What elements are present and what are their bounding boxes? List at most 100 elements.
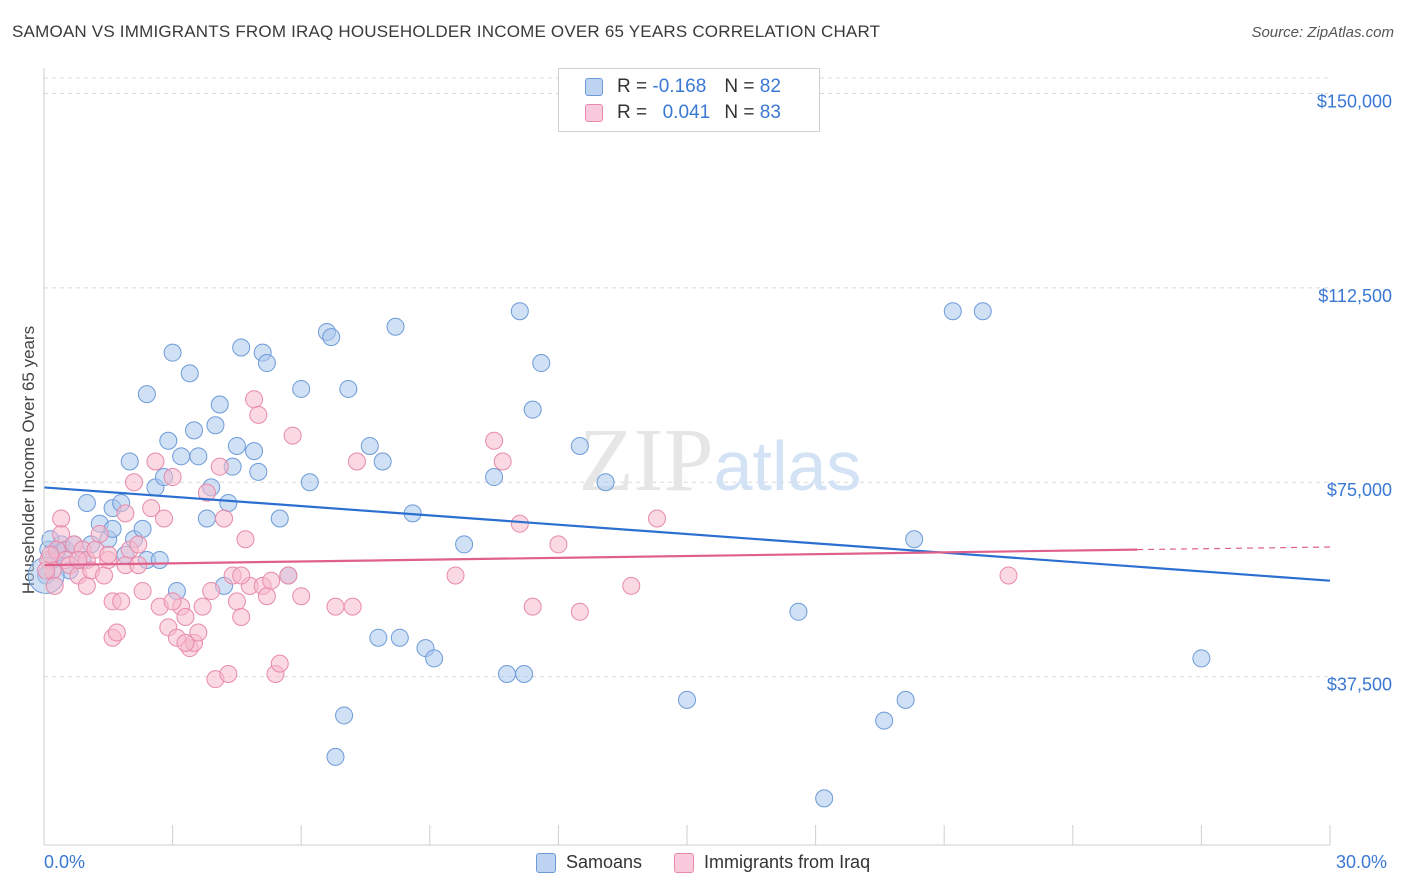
samoans-point	[485, 468, 504, 487]
samoans-point	[150, 550, 169, 569]
samoans-point	[523, 400, 542, 419]
samoans-point	[973, 302, 992, 321]
y-tick-label: $75,000	[1327, 480, 1392, 500]
iraq-point	[202, 582, 221, 601]
source-credit: Source: ZipAtlas.com	[1251, 24, 1394, 41]
samoans-point	[678, 690, 696, 709]
samoans-point	[270, 509, 289, 528]
samoans-point	[369, 628, 388, 647]
samoans-point	[137, 385, 156, 404]
iraq-point	[279, 566, 298, 585]
legend-swatch-blue	[585, 78, 603, 96]
samoans-point	[163, 343, 182, 362]
samoans-point	[326, 747, 345, 766]
iraq-point	[232, 607, 251, 626]
samoans-point	[815, 789, 834, 808]
series-legend: Samoans Immigrants from Iraq	[536, 852, 902, 873]
gridlines	[44, 77, 1330, 678]
iraq-point	[283, 426, 302, 445]
samoans-point	[360, 436, 379, 455]
samoans-point	[532, 354, 551, 373]
series-name-iraq: Immigrants from Iraq	[704, 852, 871, 872]
iraq-point	[129, 535, 148, 554]
samoans-point	[257, 354, 276, 373]
iraq-point	[227, 592, 246, 611]
legend-n-label: N =	[724, 76, 755, 97]
iraq-point	[52, 509, 71, 528]
iraq-point	[176, 633, 195, 652]
legend-swatch-pink	[585, 104, 603, 122]
iraq-point	[163, 468, 182, 487]
iraq-point	[549, 535, 568, 554]
iraq-point	[95, 566, 114, 585]
iraq-point	[69, 550, 88, 569]
iraq-point	[249, 405, 268, 424]
iraq-point	[45, 576, 64, 595]
samoans-point	[227, 436, 246, 455]
iraq-point	[523, 597, 542, 616]
samoans-point	[249, 462, 268, 481]
samoans-point	[133, 519, 152, 538]
chart-title: SAMOAN VS IMMIGRANTS FROM IRAQ HOUSEHOLD…	[12, 22, 881, 41]
series-swatch-pink	[674, 852, 695, 873]
samoans-point	[510, 302, 529, 321]
y-tick-label: $37,500	[1327, 675, 1392, 695]
iraq-point	[292, 587, 311, 606]
legend-row-samoans: R = -0.168 N = 82	[585, 75, 781, 99]
samoans-point	[905, 530, 924, 549]
iraq-point	[163, 592, 182, 611]
iraq-point	[257, 587, 276, 606]
legend-row-iraq: R = 0.041 N = 83	[585, 101, 781, 125]
samoans-point	[232, 338, 251, 357]
y-tick-label: $150,000	[1317, 92, 1392, 112]
iraq-point	[215, 509, 234, 528]
samoans-point	[322, 328, 341, 347]
samoans-point	[789, 602, 808, 621]
x-tick-label-max: 30.0%	[1336, 852, 1388, 872]
samoans-point	[943, 302, 962, 321]
series-name-samoans: Samoans	[566, 852, 643, 872]
iraq-point	[570, 602, 589, 621]
samoans-point	[206, 416, 225, 435]
x-tick-label-min: 0.0%	[44, 852, 86, 872]
samoans-points	[27, 302, 1211, 808]
iraq-point	[493, 452, 512, 471]
iraq-point	[77, 576, 96, 595]
iraq-point	[446, 566, 465, 585]
samoans-point	[896, 690, 915, 709]
samoans-point	[386, 317, 405, 336]
iraq-point	[133, 582, 152, 601]
samoans-point	[373, 452, 392, 471]
samoans-point	[1192, 649, 1211, 668]
iraq-point	[146, 452, 165, 471]
axes	[43, 68, 1331, 846]
iraq-point	[193, 597, 212, 616]
samoans-point	[189, 447, 208, 466]
iraq-point	[107, 623, 126, 642]
samoans-point	[515, 664, 534, 683]
samoans-point	[300, 473, 319, 492]
series-swatch-blue	[536, 852, 556, 873]
iraq-point	[210, 457, 229, 476]
iraq-point	[116, 504, 135, 523]
watermark: ZIPatlas	[579, 411, 862, 510]
legend-n-label: N =	[724, 102, 755, 123]
iraq-point	[99, 545, 118, 564]
samoans-point	[210, 395, 229, 414]
iraq-point	[189, 623, 208, 642]
legend-n-value: 83	[759, 102, 781, 123]
samoans-point	[596, 473, 615, 492]
y-tick-labels: $37,500 $75,000 $112,500 $150,000	[1317, 92, 1392, 695]
iraq-point	[647, 509, 666, 528]
samoans-point	[219, 493, 238, 512]
y-tick-label: $112,500	[1318, 286, 1392, 306]
iraq-point	[112, 592, 131, 611]
iraq-point	[219, 664, 238, 683]
iraq-point	[262, 571, 281, 590]
series-legend-samoans[interactable]: Samoans	[536, 852, 642, 873]
legend-n-value: 82	[759, 76, 781, 97]
samoans-point	[172, 447, 191, 466]
iraq-point	[485, 431, 504, 450]
series-legend-iraq[interactable]: Immigrants from Iraq	[674, 852, 870, 873]
